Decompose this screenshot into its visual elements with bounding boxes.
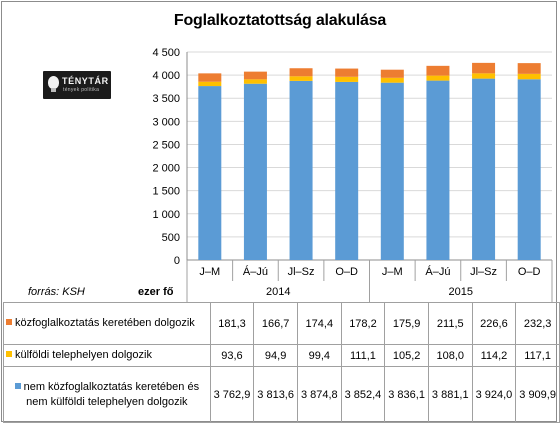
logo-tagline: tények politika	[63, 87, 100, 93]
series-label-cell: külföldi telephelyen dolgozik	[3, 344, 211, 367]
data-cell: 232,3	[515, 302, 560, 345]
y-tick-label: 0	[174, 255, 180, 267]
bar-segment	[335, 76, 359, 82]
data-cell: 211,5	[427, 302, 473, 345]
legend-swatch	[6, 351, 12, 357]
bar-segment	[472, 78, 496, 261]
bar-segment	[380, 69, 404, 78]
bar-segment	[289, 80, 313, 260]
data-cell: 99,4	[296, 344, 342, 367]
x-category-label: Á–Jú	[243, 265, 268, 278]
data-cell: 3 762,9	[209, 366, 255, 423]
logo-name: TÉNYTÁR	[62, 76, 109, 86]
bar-segment	[426, 75, 450, 81]
bar-segment	[198, 81, 222, 87]
table-row: nem közfoglalkoztatás keretében és nem k…	[3, 366, 560, 423]
data-cell: 114,2	[471, 344, 517, 367]
data-table: közfoglalkoztatás keretében dolgozik 181,…	[3, 302, 560, 423]
y-tick-label: 4 000	[152, 70, 180, 82]
bar-segment	[198, 73, 222, 82]
data-cell: 111,1	[340, 344, 386, 367]
source-note: forrás: KSH	[28, 286, 85, 298]
y-tick-label: 1 500	[152, 186, 180, 198]
x-category-label: O–D	[335, 266, 358, 278]
bar-segment	[472, 62, 496, 74]
data-cell: 3 813,6	[253, 366, 298, 423]
bar-segment	[380, 77, 404, 83]
bar-segment	[517, 73, 541, 80]
legend-swatch	[14, 382, 21, 389]
data-cell: 108,0	[427, 344, 473, 367]
bar-segment	[335, 68, 359, 77]
x-category-label: J–M	[199, 266, 220, 278]
tenytar-logo: TÉNYTÁR tények politika	[43, 71, 111, 99]
bar-segment	[289, 76, 313, 81]
y-tick-label: 3 500	[152, 93, 180, 105]
data-cell: 3 881,1	[427, 366, 473, 423]
y-tick-label: 3 000	[152, 116, 180, 128]
data-cell: 3 836,1	[384, 366, 429, 423]
bar-segment	[198, 86, 222, 260]
legend-swatch	[6, 319, 12, 325]
data-cell: 105,2	[384, 344, 429, 367]
y-tick-label: 4 500	[152, 47, 180, 59]
series-label-cell: közfoglalkoztatás keretében dolgozik	[3, 302, 211, 345]
legend-entry: nem közfoglalkoztatás keretében és nem k…	[23, 380, 200, 408]
data-cell: 3 852,4	[340, 366, 386, 423]
chart-title: Foglalkoztatottság alakulása	[173, 12, 387, 29]
unit-label: ezer fő	[138, 286, 174, 298]
data-cell: 3 874,8	[296, 366, 342, 423]
bar-segment	[517, 79, 541, 261]
data-cell: 166,7	[253, 302, 298, 345]
data-cell: 93,6	[209, 344, 255, 367]
series-label-cell: nem közfoglalkoztatás keretében és nem k…	[3, 366, 211, 423]
data-cell: 226,6	[471, 302, 517, 345]
lightbulb-icon	[48, 76, 59, 92]
bar-segment	[243, 83, 267, 261]
bar-segment	[243, 79, 267, 84]
bar-segment	[380, 82, 404, 260]
x-category-label: Jl–Sz	[470, 266, 497, 278]
data-cell: 3 924,0	[471, 366, 517, 423]
table-row: külföldi telephelyen dolgozik 93,6 94,9 99,…	[3, 344, 560, 367]
y-tick-label: 1 000	[152, 209, 180, 221]
bar-segment	[243, 71, 267, 80]
y-tick-label: 2 500	[152, 139, 180, 151]
data-cell: 94,9	[253, 344, 298, 367]
table-row: közfoglalkoztatás keretében dolgozik 181,…	[3, 302, 560, 345]
x-category-label: Á–Jú	[425, 265, 450, 278]
legend-entry: külföldi telephelyen dolgozik	[15, 349, 152, 361]
y-tick-label: 500	[162, 232, 180, 244]
data-cell: 181,3	[209, 302, 255, 345]
bar-segment	[335, 81, 359, 261]
data-cell: 174,4	[296, 302, 342, 345]
data-cell: 178,2	[340, 302, 386, 345]
x-category-label: Jl–Sz	[288, 266, 315, 278]
x-category-label: J–M	[382, 266, 403, 278]
bar-segment	[517, 63, 541, 74]
year-label-2014: 2014	[266, 286, 291, 298]
y-tick-label: 2 000	[152, 163, 180, 175]
data-cell: 3 909,9	[515, 366, 560, 423]
year-label-2015: 2015	[448, 286, 473, 298]
data-cell: 117,1	[515, 344, 560, 367]
data-cell: 175,9	[384, 302, 429, 345]
bar-segment	[472, 73, 496, 79]
bar-segment	[289, 68, 313, 77]
x-category-label: O–D	[518, 266, 541, 278]
legend-entry: közfoglalkoztatás keretében dolgozik	[15, 317, 195, 329]
bar-segment	[426, 65, 450, 76]
bar-segment	[426, 80, 450, 260]
